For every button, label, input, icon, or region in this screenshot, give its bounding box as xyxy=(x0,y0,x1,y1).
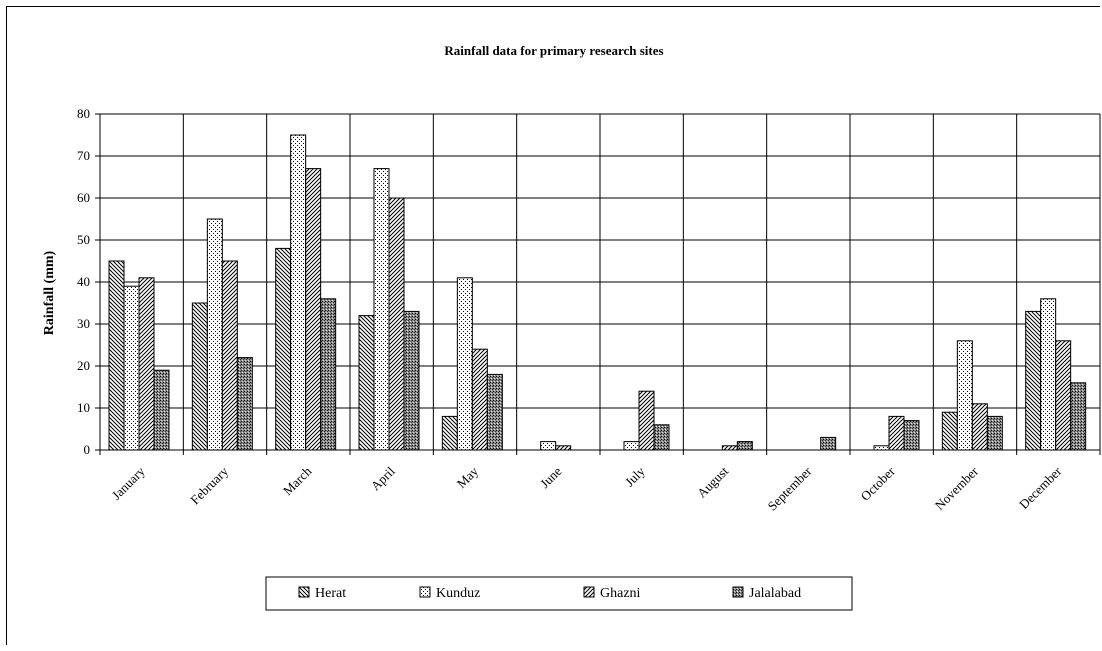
y-tick-label: 70 xyxy=(77,148,90,163)
gridlines xyxy=(100,113,1101,450)
y-tick-label: 20 xyxy=(77,358,90,373)
bar-ghazni-march xyxy=(305,168,322,451)
bar-herat-april xyxy=(358,315,375,451)
legend: Herat Kunduz Ghazni Jalalabad xyxy=(265,576,853,611)
bar-jalalabad-august xyxy=(736,441,753,451)
x-tick-label: December xyxy=(1016,463,1065,512)
x-tick-label: April xyxy=(368,463,398,493)
bar-ghazni-april xyxy=(388,197,405,451)
bar-jalalabad-may xyxy=(486,373,503,451)
bar-jalalabad-july xyxy=(653,424,670,451)
x-tick-label: July xyxy=(622,463,648,489)
bar-jalalabad-february xyxy=(236,357,253,451)
bar-kunduz-july xyxy=(623,441,640,451)
bar-kunduz-october xyxy=(873,445,890,451)
bar-herat-may xyxy=(441,415,458,451)
bar-herat-february xyxy=(191,302,208,451)
bar-kunduz-march xyxy=(290,134,307,451)
y-tick-label: 0 xyxy=(84,442,91,457)
legend-swatch-ghazni xyxy=(583,586,595,598)
bar-herat-december xyxy=(1025,310,1042,451)
bar-kunduz-december xyxy=(1040,298,1057,451)
bar-kunduz-april xyxy=(373,168,390,451)
bar-herat-march xyxy=(275,247,292,451)
bar-kunduz-may xyxy=(456,277,473,451)
bar-kunduz-january xyxy=(123,285,140,451)
y-tick-label: 50 xyxy=(77,232,90,247)
bar-kunduz-june xyxy=(540,441,557,451)
bar-jalalabad-january xyxy=(153,369,170,451)
legend-label-herat: Herat xyxy=(315,586,346,601)
bar-herat-november xyxy=(941,411,958,451)
bar-jalalabad-september xyxy=(820,436,837,451)
legend-label-ghazni: Ghazni xyxy=(600,586,641,601)
chart-title: Rainfall data for primary research sites xyxy=(444,43,663,58)
bar-ghazni-october xyxy=(888,415,905,451)
bars xyxy=(108,134,1087,451)
x-tick-label: October xyxy=(858,463,899,504)
bar-jalalabad-october xyxy=(903,420,920,451)
y-tick-label: 40 xyxy=(77,274,90,289)
bar-ghazni-august xyxy=(721,445,738,451)
y-tick-label: 80 xyxy=(77,106,90,121)
bar-jalalabad-november xyxy=(986,415,1003,451)
x-tick-label: May xyxy=(454,463,482,491)
x-tick-label: June xyxy=(537,463,565,491)
x-tick-labels: January February March April May June July Augu… xyxy=(109,463,1065,513)
y-tick-label: 30 xyxy=(77,316,90,331)
y-tick-labels: 0 10 20 30 40 50 60 70 80 xyxy=(77,106,90,457)
x-tick-label: November xyxy=(932,463,982,513)
x-tick-label: February xyxy=(187,463,231,507)
y-tick-label: 10 xyxy=(77,400,90,415)
axes xyxy=(95,113,1101,455)
legend-label-jalalabad: Jalalabad xyxy=(749,586,801,601)
bar-ghazni-january xyxy=(138,277,155,451)
bar-ghazni-february xyxy=(221,260,238,451)
bar-kunduz-november xyxy=(956,340,973,451)
bar-kunduz-february xyxy=(206,218,223,451)
bar-herat-january xyxy=(108,260,125,451)
bar-ghazni-december xyxy=(1055,340,1072,451)
bar-ghazni-may xyxy=(471,348,488,451)
legend-label-kunduz: Kunduz xyxy=(436,586,480,601)
bar-jalalabad-march xyxy=(320,298,337,451)
bar-ghazni-november xyxy=(971,403,988,451)
legend-swatch-kunduz xyxy=(419,586,431,598)
bar-ghazni-july xyxy=(638,390,655,451)
y-tick-label: 60 xyxy=(77,190,90,205)
y-axis-label: Rainfall (mm) xyxy=(42,250,57,335)
bar-ghazni-june xyxy=(555,445,572,451)
chart-frame: Rainfall data for primary research sites… xyxy=(6,6,1101,645)
x-tick-label: August xyxy=(694,463,731,500)
bar-jalalabad-april xyxy=(403,310,420,451)
x-tick-label: September xyxy=(765,463,815,513)
legend-swatch-herat xyxy=(298,586,310,598)
legend-box xyxy=(265,576,853,611)
x-tick-label: March xyxy=(280,463,315,498)
bar-jalalabad-december xyxy=(1070,382,1087,451)
rainfall-chart: Rainfall data for primary research sites… xyxy=(42,43,1101,611)
x-tick-label: January xyxy=(109,463,149,503)
legend-swatch-jalalabad xyxy=(732,586,744,598)
